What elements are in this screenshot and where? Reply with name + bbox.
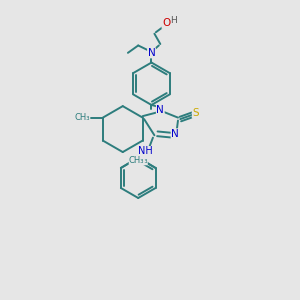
Text: H: H	[170, 16, 177, 25]
Text: CH₃: CH₃	[74, 113, 90, 122]
Text: O: O	[162, 18, 170, 28]
Text: S: S	[192, 108, 199, 118]
Text: N: N	[148, 48, 155, 58]
Text: N: N	[156, 105, 164, 115]
Text: N: N	[171, 129, 179, 139]
Text: CH₃: CH₃	[129, 156, 144, 165]
Text: CH₃: CH₃	[132, 156, 148, 165]
Text: NH: NH	[138, 146, 153, 157]
